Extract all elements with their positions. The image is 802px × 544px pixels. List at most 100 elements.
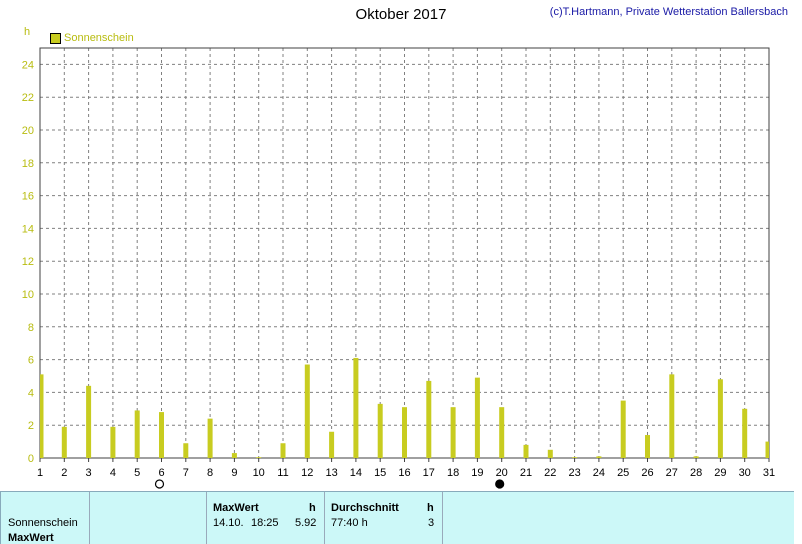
chart-title: Oktober 2017: [355, 6, 447, 23]
bar-day-6: [159, 412, 164, 458]
x-tick-label: 29: [714, 467, 726, 479]
row-label-maxwert: MaxWert: [8, 532, 54, 544]
copyright-credit: (c)T.Hartmann, Private Wetterstation Bal…: [549, 6, 788, 18]
y-tick-label: 18: [22, 158, 34, 170]
y-tick-label: 24: [22, 59, 34, 71]
bar-day-2: [61, 426, 67, 458]
y-tick-label: 0: [28, 453, 34, 465]
bar-day-9: [231, 453, 237, 458]
x-tick-label: 11: [277, 467, 288, 479]
y-axis-unit: h: [24, 26, 31, 38]
bar-day-14: [353, 357, 359, 458]
durchschnitt-count: 3: [428, 517, 435, 529]
x-tick-label: 30: [739, 467, 751, 479]
x-tick-label: 7: [183, 467, 189, 479]
x-tick-label: 13: [325, 467, 337, 479]
bar-day-17: [426, 380, 432, 458]
bar-day-15: [377, 403, 383, 458]
table-col-durchschnitt: Durchschnitt h 77:40 h 3: [324, 492, 443, 544]
x-tick-label: 12: [301, 467, 313, 479]
bar-day-30: [742, 408, 748, 458]
bar-day-3: [86, 385, 92, 458]
y-tick-label: 14: [22, 223, 34, 235]
maxwert-date: 14.10.: [213, 517, 244, 529]
bar-day-18: [450, 407, 456, 458]
x-tick-label: 14: [350, 467, 362, 479]
x-tick-label: 5: [134, 467, 140, 479]
x-tick-label: 27: [666, 467, 678, 479]
x-tick-label: 6: [158, 467, 164, 479]
x-tick-label: 25: [617, 467, 629, 479]
y-tick-label: 20: [22, 125, 34, 137]
bar-day-5: [134, 410, 140, 458]
legend-label: Sonnenschein: [64, 32, 134, 44]
bar-day-8: [207, 418, 213, 458]
x-tick-label: 1: [37, 467, 43, 479]
bar-day-1: [40, 374, 44, 458]
y-tick-label: 12: [22, 256, 34, 268]
grid: [40, 48, 769, 458]
bar-day-27: [669, 374, 675, 458]
x-tick-label: 15: [374, 467, 386, 479]
x-tick-label: 21: [520, 467, 532, 479]
bar-day-4: [110, 426, 116, 458]
row-label-sonnenschein: Sonnenschein: [8, 517, 78, 529]
x-tick-label: 4: [110, 467, 116, 479]
x-tick-label: 3: [86, 467, 92, 479]
legend-swatch: [50, 32, 61, 44]
maxwert-header: MaxWert: [213, 502, 259, 514]
bar-day-29: [717, 379, 723, 458]
y-tick-label: 16: [22, 191, 34, 203]
x-tick-label: 18: [447, 467, 459, 479]
x-tick-label: 17: [423, 467, 435, 479]
x-tick-label: 28: [690, 467, 702, 479]
legend: Sonnenschein: [50, 32, 134, 44]
bar-day-22: [547, 449, 553, 458]
x-tick-label: 10: [253, 467, 265, 479]
x-tick-labels: 1 2 3 4 5 6 7 8 9 10 11 12 13 14 15 16 17 18 19 20 21 22 23 24 2…: [37, 458, 775, 479]
bar-day-24: [596, 456, 602, 458]
y-tick-label: 6: [28, 355, 34, 367]
bar-day-23: [572, 457, 578, 458]
x-tick-label: 22: [544, 467, 556, 479]
x-tick-label: 19: [471, 467, 483, 479]
bar-day-31: [765, 441, 769, 458]
bar-day-10: [256, 457, 262, 458]
bar-day-11: [280, 443, 286, 458]
bar-day-26: [645, 435, 650, 458]
x-tick-label: 26: [641, 467, 653, 479]
table-col-maxwert: MaxWert h 14.10. 18:25 5.92: [206, 492, 325, 544]
bars: [40, 357, 769, 458]
bar-day-28: [693, 456, 699, 458]
bar-day-13: [329, 431, 335, 458]
bar-day-25: [620, 400, 626, 458]
durchschnitt-value: 77:40 h: [331, 517, 368, 529]
bar-day-19: [474, 377, 480, 458]
y-tick-label: 10: [22, 289, 34, 301]
table-col-labels: Sonnenschein MaxWert: [1, 492, 90, 544]
durchschnitt-header: Durchschnitt: [331, 502, 399, 514]
x-tick-label: 24: [593, 467, 605, 479]
durchschnitt-unit: h: [427, 502, 434, 514]
x-tick-label: 2: [61, 467, 67, 479]
bar-day-7: [183, 443, 189, 458]
x-tick-label: 8: [207, 467, 213, 479]
moon-phase-markers: [154, 479, 505, 489]
summary-table: Sonnenschein MaxWert MaxWert h 14.10. 18…: [0, 491, 794, 544]
y-tick-label: 2: [28, 420, 34, 432]
bar-day-16: [402, 407, 407, 458]
x-tick-label: 9: [231, 467, 237, 479]
full-moon-icon: [154, 479, 165, 489]
new-moon-icon: [495, 479, 505, 489]
y-tick-label: 8: [28, 322, 34, 334]
bar-day-20: [499, 407, 505, 458]
bar-day-21: [523, 444, 529, 458]
maxwert-value: 5.92: [295, 517, 317, 529]
y-tick-label: 22: [22, 92, 34, 104]
maxwert-unit: h: [309, 502, 316, 514]
x-tick-label: 23: [568, 467, 580, 479]
x-tick-label: 20: [496, 467, 508, 479]
table-col-empty: [89, 492, 207, 544]
